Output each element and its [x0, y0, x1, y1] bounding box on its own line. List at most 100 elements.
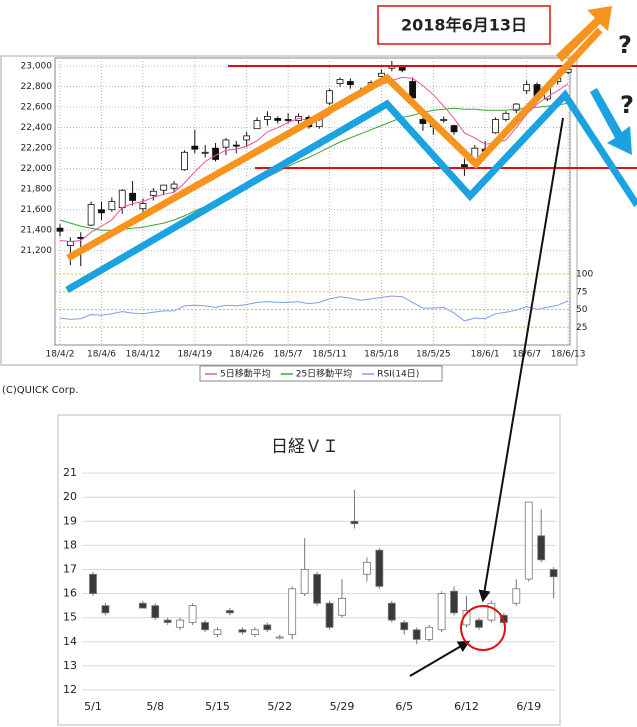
candle-body [475, 619, 483, 628]
candle-body [98, 209, 105, 214]
y-tick-label: 22,800 [21, 82, 53, 92]
x-tick-label: 18/4/6 [87, 350, 116, 360]
nikkei-chart: 21,200 21,400 21,600 21,800 22,000 22,200 22,4… [0, 55, 593, 382]
candle-body [284, 119, 292, 121]
candle-body [487, 602, 496, 621]
x-tick-label: 18/4/12 [126, 350, 161, 360]
y-tick-label: 16 [63, 587, 77, 600]
x-tick-label: 18/4/2 [46, 350, 75, 360]
candle-body [400, 622, 409, 631]
y-tick-label: 21,800 [21, 185, 53, 195]
candle-body [201, 151, 209, 154]
candle-body [288, 588, 297, 635]
x-tick-label: 18/5/25 [416, 350, 451, 360]
candle-body [537, 535, 546, 561]
candle-body [512, 588, 521, 604]
x-tick-label: 18/5/7 [274, 350, 303, 360]
series-line [59, 102, 569, 231]
candle-body [450, 125, 458, 133]
x-tick-label: 6/5 [395, 700, 413, 713]
y-tick-label: 13 [63, 659, 77, 672]
candle-body [350, 520, 359, 525]
legend-label: 5日移動平均 [220, 368, 271, 380]
y2-tick-label: 100 [576, 270, 593, 280]
candle-body [56, 227, 64, 232]
y-tick-label: 19 [63, 514, 77, 527]
candle-body [263, 115, 271, 120]
candle-body [139, 203, 147, 210]
candle-body [163, 619, 172, 623]
pointer-arrow [478, 117, 564, 603]
candle-body [108, 201, 116, 211]
x-tick-label: 18/5/18 [364, 350, 399, 360]
candle-body [336, 79, 344, 84]
candle-body [346, 81, 354, 85]
y-tick-label: 15 [63, 611, 77, 624]
candle-body [375, 549, 384, 587]
candle-body [181, 151, 188, 171]
candle-body [338, 598, 346, 616]
y-tick-label: 22,000 [21, 164, 53, 174]
candle-body [243, 135, 251, 141]
candle-body [398, 66, 406, 71]
vi-chart: 日経ＶＩ 12 13 14 15 16 17 18 19 20 21 5/1 5/8 5/15 5/22 5… [57, 414, 561, 726]
x-tick-label: 18/4/19 [177, 350, 212, 360]
candle-body [549, 569, 558, 578]
candle-body [250, 629, 259, 635]
candle-body [222, 139, 230, 148]
candle-body [425, 626, 434, 640]
x-tick-label: 5/8 [146, 700, 164, 713]
y2-tick-label: 75 [576, 287, 587, 297]
candle-body [176, 619, 185, 628]
y-tick-label: 22,400 [21, 123, 53, 133]
y-tick-label: 21,600 [21, 205, 53, 215]
candle-body [409, 81, 416, 99]
candle-body [300, 569, 309, 595]
x-tick-label: 5/22 [267, 700, 292, 713]
x-tick-label: 18/4/26 [229, 350, 264, 360]
candle-body [253, 120, 261, 130]
candle-body [461, 164, 468, 168]
candle-body [66, 241, 74, 247]
candle-body [523, 84, 531, 92]
candle-body [170, 183, 178, 189]
legend: 5日移動平均 25日移動平均 RSI(14日) [199, 365, 443, 382]
candle-body [149, 190, 157, 196]
question-mark: ? [620, 91, 634, 119]
legend-label: 25日移動平均 [296, 368, 352, 380]
candle-body [188, 605, 197, 623]
y-tick-label: 23,000 [21, 62, 53, 72]
candle-body [101, 605, 110, 614]
candle-body [450, 590, 458, 614]
pointer-arrow [409, 640, 471, 677]
y-tick-label: 12 [63, 683, 77, 696]
date-label: 2018年6月13日 [401, 16, 527, 35]
y-tick-label: 21,400 [21, 226, 53, 236]
candle-body [232, 144, 240, 147]
candle-body [362, 561, 371, 575]
date-box [377, 5, 551, 45]
series-line [59, 295, 569, 322]
candle-body [129, 192, 136, 201]
candle-body [326, 90, 334, 104]
candle-body [226, 610, 234, 614]
y-tick-label: 22,600 [21, 103, 53, 113]
legend-label: RSI(14日) [377, 369, 419, 380]
candle-body [238, 629, 247, 633]
candle-body [378, 72, 385, 77]
candle-body [492, 119, 499, 134]
x-tick-label: 6/12 [454, 700, 479, 713]
candle-body [440, 119, 448, 121]
candle-body [87, 204, 95, 226]
candle-body [191, 145, 199, 150]
question-mark: ? [618, 31, 632, 59]
y-tick-label: 20 [63, 490, 77, 503]
x-tick-label: 6/19 [516, 700, 541, 713]
candle-body [274, 118, 282, 121]
candle-body [502, 112, 510, 120]
candle-body [160, 184, 168, 191]
x-tick-label: 18/6/1 [471, 350, 500, 360]
candle-body [437, 593, 446, 631]
chart-title: 日経ＶＩ [271, 437, 339, 457]
